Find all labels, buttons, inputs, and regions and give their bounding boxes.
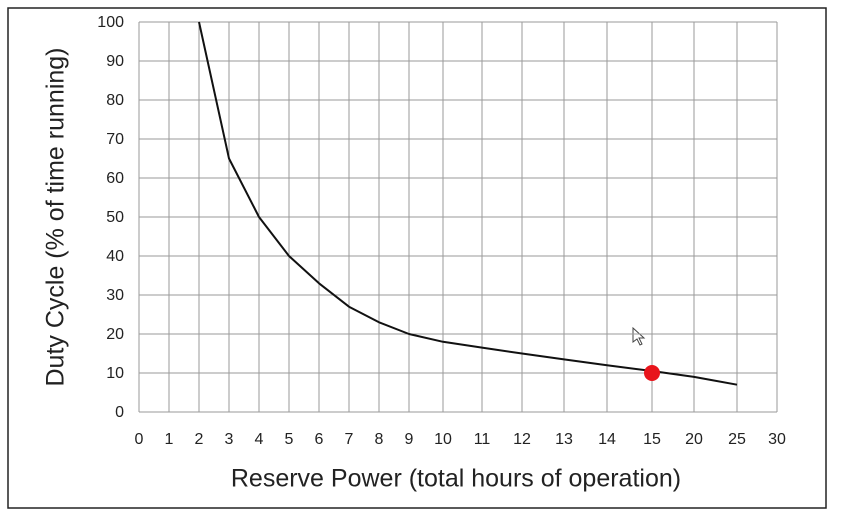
y-tick-label: 40: [106, 248, 124, 265]
x-tick-label: 25: [728, 431, 746, 448]
y-tick-label: 0: [115, 404, 124, 421]
x-tick-label: 3: [225, 431, 234, 448]
highlight-point: [644, 365, 660, 381]
x-tick-label: 8: [375, 431, 384, 448]
y-tick-label: 90: [106, 53, 124, 70]
frame: [7, 7, 827, 509]
x-tick-label: 20: [685, 431, 703, 448]
y-tick-label: 80: [106, 92, 124, 109]
y-tick-label: 20: [106, 326, 124, 343]
x-tick-label: 4: [255, 431, 264, 448]
y-tick-label: 100: [97, 14, 124, 31]
x-tick-label: 5: [285, 431, 294, 448]
x-tick-label: 7: [345, 431, 354, 448]
cursor: [632, 326, 646, 346]
x-tick-label: 6: [315, 431, 324, 448]
y-tick-label: 70: [106, 131, 124, 148]
x-tick-label: 11: [474, 431, 491, 448]
y-tick-label: 60: [106, 170, 124, 187]
x-tick-label: 9: [405, 431, 414, 448]
x-tick-label: 15: [643, 431, 661, 448]
x-axis-title: Reserve Power (total hours of operation): [231, 465, 681, 493]
x-tick-label: 0: [135, 431, 144, 448]
x-tick-label: 2: [195, 431, 204, 448]
x-tick-label: 10: [434, 431, 452, 448]
y-tick-label: 10: [106, 365, 124, 382]
x-tick-label: 13: [555, 431, 573, 448]
y-tick-label: 30: [106, 287, 124, 304]
x-tick-label: 30: [768, 431, 786, 448]
x-tick-label: 1: [165, 431, 174, 448]
y-tick-label: 50: [106, 209, 124, 226]
x-tick-label: 12: [513, 431, 531, 448]
y-axis-title: Duty Cycle (% of time running): [42, 47, 70, 386]
data-line: [198, 21, 738, 386]
x-tick-label: 14: [598, 431, 616, 448]
